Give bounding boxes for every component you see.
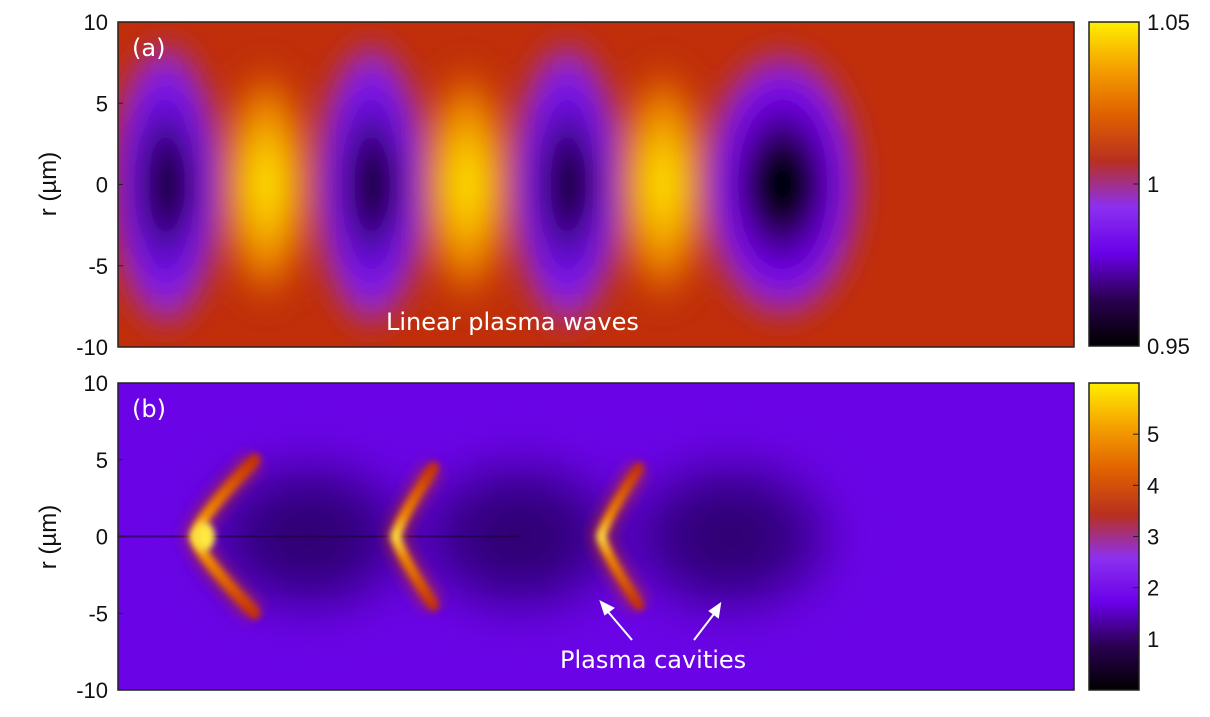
- arrow-left: [603, 606, 633, 641]
- plasma-cavity: [599, 441, 860, 632]
- annotation-arrows: [599, 600, 722, 641]
- colorbar-tick-label: 4: [1147, 473, 1159, 498]
- ytick-label: 5: [96, 91, 108, 116]
- density-minimum-core: [353, 144, 398, 225]
- colorbar-tick-label: 5: [1147, 422, 1159, 447]
- arrow-right: [693, 609, 718, 641]
- annotation-linear-plasma-waves: Linear plasma waves: [386, 308, 639, 336]
- ytick-label: 10: [84, 371, 108, 396]
- ytick-label: -10: [76, 678, 108, 703]
- panel-b: (b) Plasma cavities r (µm) 10 5 0 -5 -10 5 4 3…: [35, 371, 1159, 703]
- cavity-wall: [390, 462, 439, 611]
- arrow-right-head: [708, 601, 722, 619]
- panel-a-label: (a): [132, 34, 165, 62]
- colorbar-tick-label: 0.95: [1147, 334, 1190, 359]
- panel-a: (a) Linear plasma waves r (µm) 10 5 0 -5 -10…: [35, 10, 1190, 360]
- ytick-label: 0: [96, 525, 108, 550]
- density-maximum: [610, 52, 715, 317]
- ytick-label: 10: [84, 10, 108, 35]
- ytick-label: -10: [76, 335, 108, 360]
- colorbar-tick-label: 1: [1147, 627, 1159, 652]
- annotation-plasma-cavities: Plasma cavities: [560, 646, 746, 674]
- colorbar-tick-label: 2: [1147, 576, 1159, 601]
- panel-a-field: [118, 32, 868, 337]
- density-maximum: [414, 52, 519, 317]
- colorbar-tick-label: 1.05: [1147, 10, 1190, 35]
- panel-a-colorbar: [1088, 21, 1140, 347]
- density-maximum: [214, 52, 319, 317]
- ytick-label: -5: [88, 254, 108, 279]
- ytick-label: -5: [88, 601, 108, 626]
- panel-b-colorbar-ticks: 5 4 3 2 1: [1133, 422, 1159, 652]
- cavity-wall: [596, 462, 644, 611]
- panel-b-ylabel: r (µm): [35, 505, 62, 569]
- panel-a-ylabel: r (µm): [35, 152, 62, 216]
- panel-a-yticks: 10 5 0 -5 -10: [76, 10, 123, 360]
- panel-b-field: [118, 441, 860, 632]
- colorbar-tick-label: 3: [1147, 525, 1159, 550]
- arrow-left-head: [599, 600, 615, 616]
- panel-b-yticks: 10 5 0 -5 -10: [76, 371, 123, 703]
- panel-b-label: (b): [132, 395, 166, 423]
- colorbar-tick-label: 1: [1147, 172, 1159, 197]
- panel-a-colorbar-ticks: 1.05 1 0.95: [1133, 10, 1190, 359]
- panel-b-colorbar: [1088, 382, 1140, 691]
- density-minimum-core: [747, 146, 818, 223]
- ytick-label: 5: [96, 448, 108, 473]
- density-minimum-core: [549, 144, 594, 225]
- ytick-label: 0: [96, 173, 108, 198]
- density-minimum-core: [147, 144, 192, 225]
- cavity-wall-peak: [194, 522, 215, 551]
